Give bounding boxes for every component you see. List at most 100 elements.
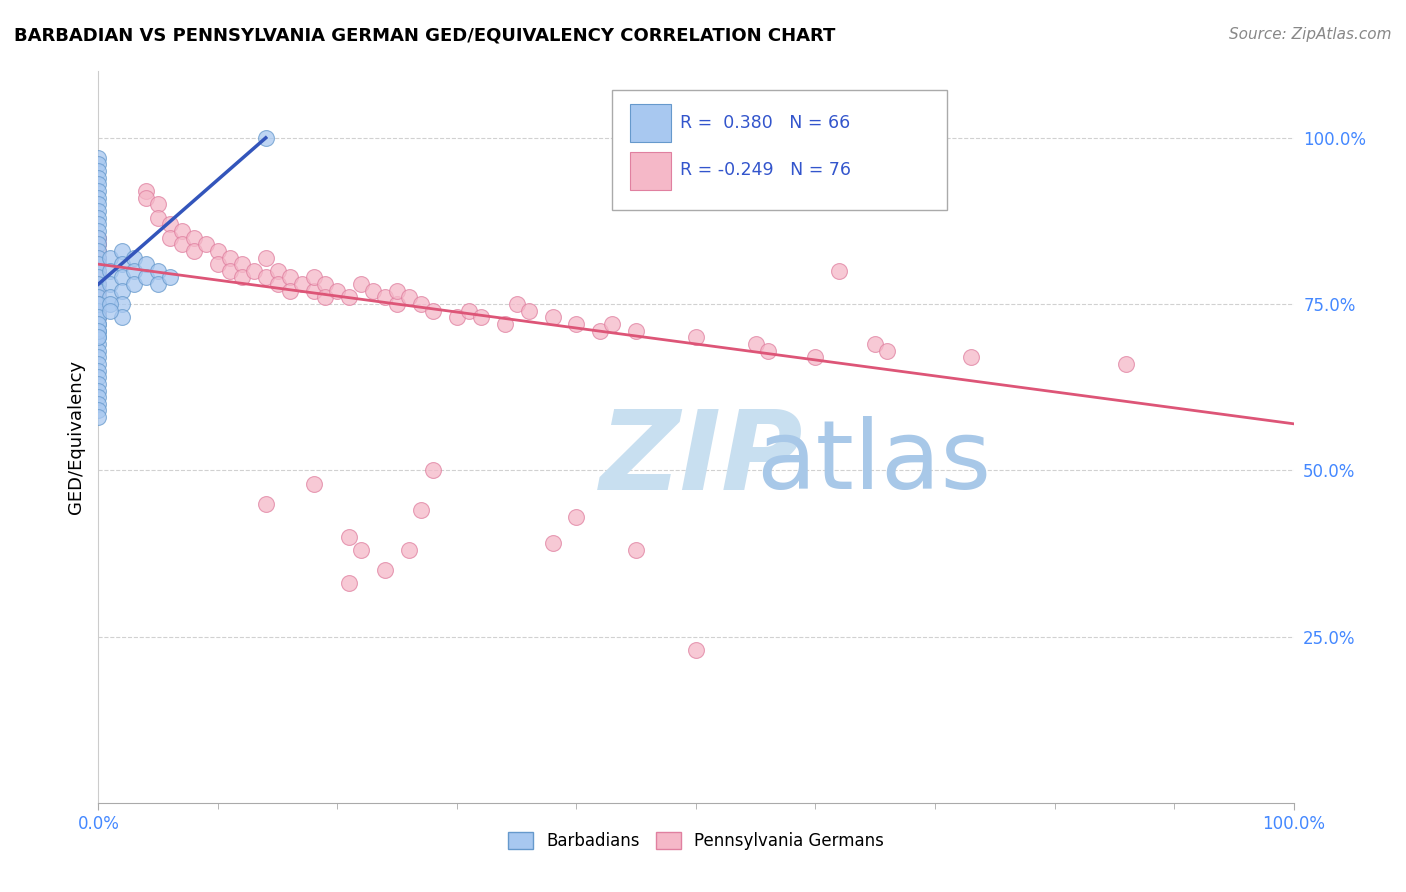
Point [87,310,110,325]
Point [87,204,110,219]
Point [111,244,134,258]
Text: R = -0.249   N = 76: R = -0.249 N = 76 [681,161,852,179]
Point [411,503,433,517]
Point [385,284,409,298]
Point [87,157,110,171]
Point [626,543,648,558]
Point [87,170,110,185]
Point [315,290,337,304]
Point [87,384,110,398]
Point [148,211,170,225]
Point [87,230,110,244]
Text: BARBADIAN VS PENNSYLVANIA GERMAN GED/EQUIVALENCY CORRELATION CHART: BARBADIAN VS PENNSYLVANIA GERMAN GED/EQU… [14,27,835,45]
Point [98,251,122,265]
Point [207,257,229,271]
Point [231,270,253,285]
Point [541,310,564,325]
Point [876,343,898,358]
Point [243,264,266,278]
Point [254,497,277,511]
FancyBboxPatch shape [613,90,948,211]
Point [87,410,110,425]
Point [87,284,110,298]
Point [756,343,779,358]
Point [804,351,827,365]
Point [87,310,110,325]
Point [422,303,444,318]
Point [267,264,290,278]
Point [87,230,110,244]
Text: Source: ZipAtlas.com: Source: ZipAtlas.com [1229,27,1392,42]
Point [446,310,468,325]
Point [111,284,134,298]
Point [87,251,110,265]
Point [124,251,146,265]
Point [87,244,110,258]
Point [254,131,277,145]
Point [98,264,122,278]
Point [470,310,492,325]
Point [422,463,444,477]
Point [111,270,134,285]
Point [87,178,110,192]
Point [98,303,122,318]
Point [87,290,110,304]
FancyBboxPatch shape [630,104,671,143]
Point [960,351,983,365]
Point [87,151,110,165]
Point [98,277,122,292]
Point [87,297,110,311]
Point [517,303,540,318]
Point [326,284,349,298]
Point [87,330,110,344]
Point [87,324,110,338]
Point [87,324,110,338]
Point [374,563,396,577]
Point [87,277,110,292]
Point [685,643,707,657]
Point [98,297,122,311]
Point [626,324,648,338]
Point [111,297,134,311]
Point [87,357,110,371]
Point [87,270,110,285]
Point [254,251,277,265]
Y-axis label: GED/Equivalency: GED/Equivalency [66,360,84,514]
Point [302,476,325,491]
FancyBboxPatch shape [630,152,671,190]
Point [254,270,277,285]
Point [385,297,409,311]
Point [339,290,361,304]
Point [135,270,157,285]
Point [291,277,314,292]
Point [183,244,205,258]
Point [87,390,110,404]
Point [87,290,110,304]
Point [87,257,110,271]
Point [135,184,157,198]
Point [87,237,110,252]
Point [87,237,110,252]
Point [87,370,110,384]
Point [87,224,110,238]
Point [219,264,242,278]
Point [828,264,851,278]
Point [87,317,110,331]
Point [87,363,110,377]
Point [87,284,110,298]
Point [124,264,146,278]
Point [148,264,170,278]
Point [183,230,205,244]
Point [602,317,624,331]
Point [159,217,181,231]
Point [87,310,110,325]
Point [87,297,110,311]
Point [87,277,110,292]
Point [111,310,134,325]
Point [87,197,110,211]
Point [87,257,110,271]
Point [339,530,361,544]
Point [87,191,110,205]
Point [398,290,420,304]
Point [87,217,110,231]
